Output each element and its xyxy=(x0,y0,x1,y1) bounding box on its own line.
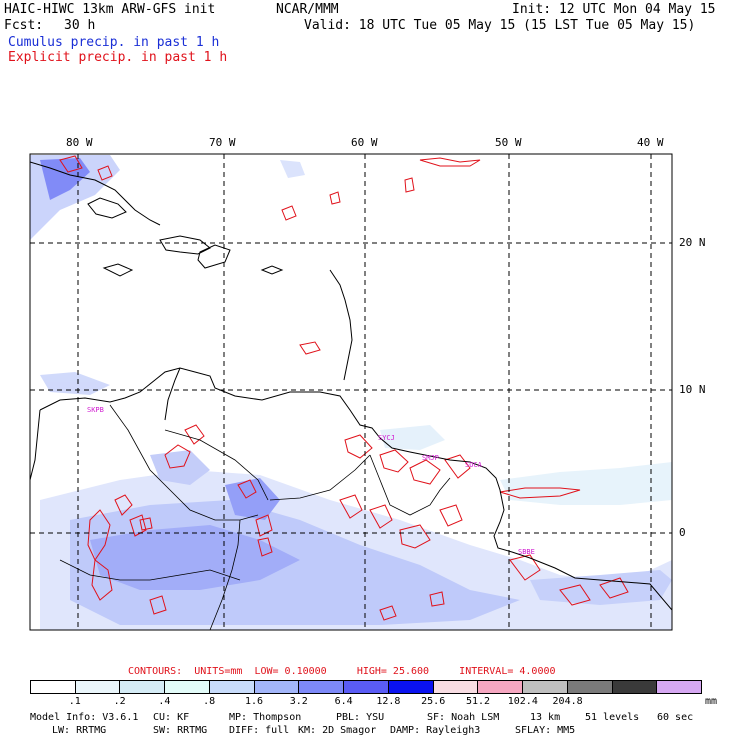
legend-swatch xyxy=(477,681,523,693)
cumulus-precip-field xyxy=(30,155,672,630)
model-info-item: 51 levels xyxy=(585,712,640,723)
lon-label: 70 W xyxy=(209,136,236,149)
lat-lon-grid xyxy=(30,154,672,630)
legend-swatch xyxy=(432,681,478,693)
lon-label: 50 W xyxy=(495,136,522,149)
legend-swatch xyxy=(253,681,299,693)
model-info-item: LW: RRTMG xyxy=(52,725,107,736)
station-label: SOCA xyxy=(465,461,483,469)
lon-label: 80 W xyxy=(66,136,93,149)
explicit-legend: Explicit precip. in past 1 h xyxy=(8,50,228,65)
legend-swatch xyxy=(164,681,209,693)
fcst-value: 30 h xyxy=(64,18,96,33)
valid-time: Valid: 18 UTC Tue 05 May 15 (15 LST Tue … xyxy=(304,18,696,33)
model-info-item: 13 km xyxy=(530,712,561,723)
legend-swatch xyxy=(208,681,254,693)
model-info-item: SF: Noah LSM xyxy=(427,712,500,723)
lat-label: 0 xyxy=(679,526,686,539)
legend-label: 25.6 xyxy=(421,696,446,707)
legend-swatch xyxy=(343,681,388,693)
model-info-item: Model Info: V3.6.1 xyxy=(30,712,139,723)
cumulus-legend: Cumulus precip. in past 1 h xyxy=(8,35,220,50)
legend-label: 6.4 xyxy=(334,696,353,707)
coastlines xyxy=(30,161,672,611)
fcst-label: Fcst: xyxy=(4,18,44,33)
legend-swatch xyxy=(387,681,433,693)
legend-label: 204.8 xyxy=(552,696,583,707)
model-title: HAIC-HIWC 13km ARW-GFS init xyxy=(4,2,216,17)
legend-label: 1.6 xyxy=(244,696,264,707)
contours-low: LOW= 0.10000 xyxy=(254,666,327,677)
station-label: SKPB xyxy=(87,406,104,414)
contours-interval: INTERVAL= 4.0000 xyxy=(459,666,556,677)
lat-label: 20 N xyxy=(679,236,706,249)
model-info-item: DIFF: full xyxy=(229,725,290,736)
model-info-item: MP: Thompson xyxy=(229,712,302,723)
legend-label: 12.8 xyxy=(376,696,401,707)
explicit-precip-contours xyxy=(59,155,629,621)
model-info-item: CU: KF xyxy=(153,712,190,723)
legend-label: 102.4 xyxy=(507,696,538,707)
legend-swatch xyxy=(31,681,75,693)
color-scale-legend xyxy=(30,680,702,694)
legend-swatch xyxy=(119,681,165,693)
model-info-line1: Model Info: V3.6.1 CU: KF MP: Thompson PBL:… xyxy=(30,712,730,724)
model-info-item: SFLAY: MM5 xyxy=(515,725,576,736)
legend-label: .4 xyxy=(158,696,171,707)
legend-swatch xyxy=(522,681,567,693)
legend-label: 3.2 xyxy=(289,696,308,707)
legend-unit: mm xyxy=(705,696,718,707)
model-info-item: SW: RRTMG xyxy=(153,725,208,736)
model-info-item: DAMP: Rayleigh3 xyxy=(390,725,481,736)
legend-label: .8 xyxy=(203,696,216,707)
legend-label: 51.2 xyxy=(465,696,491,707)
model-info-item: KM: 2D Smagor xyxy=(298,725,377,736)
legend-swatch xyxy=(566,681,612,693)
legend-swatch xyxy=(74,681,120,693)
model-info-line2: LW: RRTMG SW: RRTMG DIFF: full KM: 2D Smago… xyxy=(30,725,730,737)
model-info-item: PBL: YSU xyxy=(336,712,385,723)
model-info-item: 60 sec xyxy=(657,712,694,723)
contours-info: CONTOURS: UNITS=mm LOW= 0.10000 HIGH= 25… xyxy=(128,666,556,677)
lon-label: 60 W xyxy=(351,136,378,149)
station-label: SMJP xyxy=(422,454,439,462)
station-label: SYCJ xyxy=(378,434,395,442)
lon-label: 40 W xyxy=(637,136,664,149)
contours-units: UNITS=mm xyxy=(194,666,243,677)
legend-swatch xyxy=(611,681,657,693)
station-label: SBBE xyxy=(518,548,535,556)
init-time: Init: 12 UTC Mon 04 May 15 xyxy=(512,2,716,17)
legend-label: .2 xyxy=(113,696,126,707)
country-borders xyxy=(59,404,451,630)
legend-swatch xyxy=(656,681,702,693)
legend-label: .1 xyxy=(68,696,81,707)
contours-high: HIGH= 25.600 xyxy=(356,666,430,677)
legend-swatch xyxy=(298,681,344,693)
contours-label: CONTOURS: xyxy=(128,666,183,677)
org-label: NCAR/MMM xyxy=(276,2,339,17)
lat-label: 10 N xyxy=(679,383,706,396)
station-labels: SKPB SYCJ SMJP SOCA SBBE xyxy=(87,406,535,556)
map-frame xyxy=(29,153,673,631)
